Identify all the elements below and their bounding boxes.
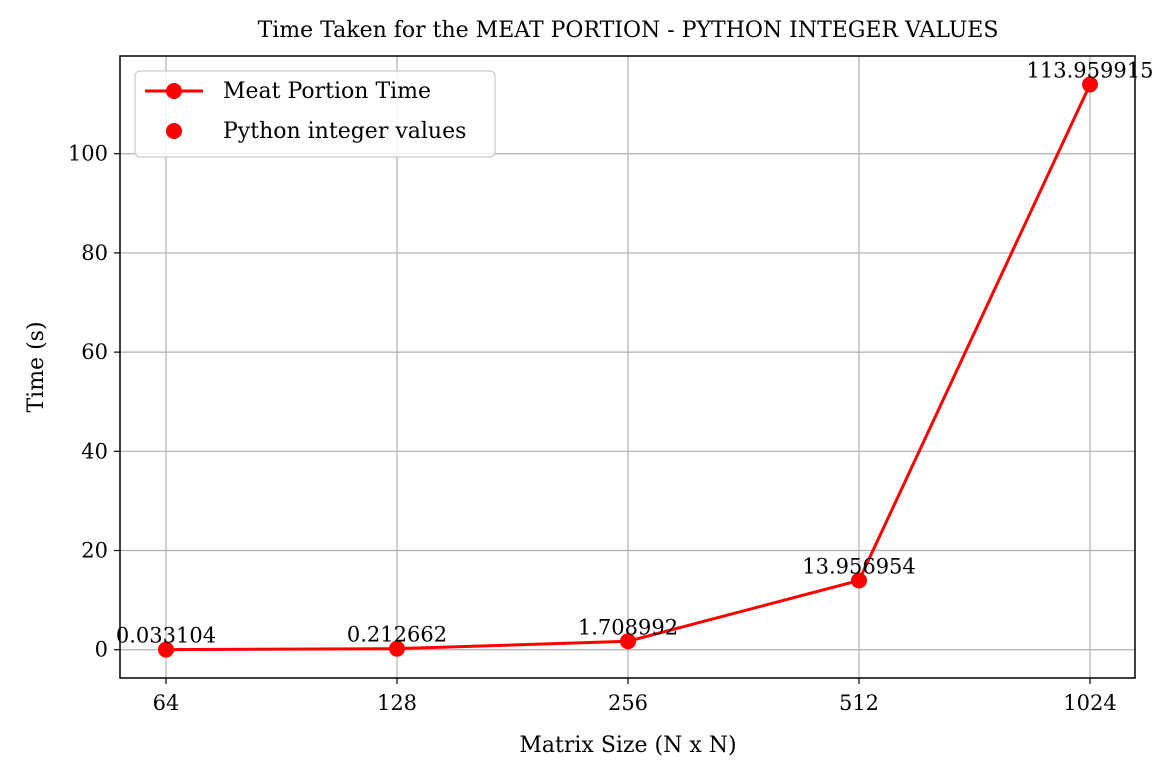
legend-marker-swatch [166,83,182,99]
x-tick-label: 128 [377,691,417,715]
data-label: 1.708992 [578,615,678,639]
y-tick-label: 40 [81,439,108,463]
y-tick-label: 0 [95,638,108,662]
data-point [1082,76,1098,93]
data-label: 13.956954 [802,554,916,578]
chart-title: Time Taken for the MEAT PORTION - PYTHON… [258,18,999,43]
axis-ticks: 64 128 256 512 1024 0 20 40 60 80 100 [68,142,1117,715]
legend-marker-swatch [166,123,182,139]
x-tick-label: 512 [839,691,879,715]
legend-entry-label: Meat Portion Time [223,79,431,104]
data-point [620,633,636,650]
y-tick-label: 20 [81,539,108,563]
y-tick-label: 60 [81,340,108,364]
legend: Meat Portion Time Python integer values [134,70,496,158]
plot-area-frame [119,55,1136,679]
x-tick-label: 256 [608,691,648,715]
x-tick-label: 64 [153,691,180,715]
data-label: 113.959915 [1027,58,1154,82]
legend-box [134,70,496,158]
legend-entry-label: Python integer values [223,119,466,144]
x-axis-label: Matrix Size (N x N) [519,733,736,758]
data-label: 0.212662 [347,623,447,647]
x-tick-label: 1024 [1063,691,1116,715]
data-label: 0.033104 [116,624,216,648]
data-point [158,641,174,658]
y-tick-label: 80 [81,241,108,265]
plot-series: 0.033104 0.212662 1.708992 13.956954 113.959… [116,58,1154,658]
data-point [389,640,405,657]
y-axis-label: Time (s) [24,321,49,412]
y-tick-label: 100 [68,142,108,166]
data-point [851,572,867,589]
